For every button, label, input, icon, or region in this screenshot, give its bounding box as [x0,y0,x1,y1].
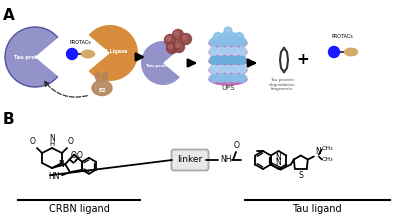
Text: N: N [276,153,282,162]
Text: H: H [49,141,55,147]
Text: CH₃: CH₃ [322,157,334,162]
Circle shape [168,44,172,48]
Circle shape [217,38,225,46]
Circle shape [164,35,176,46]
Ellipse shape [209,37,247,49]
Text: PROTACs: PROTACs [331,34,353,39]
Text: O: O [68,137,74,146]
Circle shape [224,74,232,82]
Text: O: O [234,141,240,150]
Circle shape [231,65,239,73]
Circle shape [234,32,244,41]
Text: N: N [58,160,64,169]
Wedge shape [141,41,180,85]
Circle shape [238,47,246,55]
Text: NH: NH [220,155,232,164]
Text: CH₃: CH₃ [322,146,334,151]
Circle shape [231,74,239,82]
Ellipse shape [92,81,112,95]
Ellipse shape [96,72,100,81]
Circle shape [182,35,186,39]
Wedge shape [88,25,138,81]
Text: B: B [3,112,15,127]
Circle shape [231,47,239,55]
Circle shape [220,32,230,41]
Circle shape [210,56,218,64]
Text: E2: E2 [98,88,106,92]
Circle shape [238,74,246,82]
Ellipse shape [209,64,247,76]
Ellipse shape [209,55,247,67]
Circle shape [224,27,232,35]
Circle shape [176,44,180,48]
Ellipse shape [209,46,247,58]
Circle shape [174,41,184,53]
Circle shape [174,32,178,35]
Text: A: A [3,8,15,23]
Circle shape [224,38,232,46]
Ellipse shape [209,73,247,85]
Text: Tau protein
degradation
fragments: Tau protein degradation fragments [269,78,295,91]
Circle shape [231,56,239,64]
Circle shape [238,56,246,64]
Circle shape [238,65,246,73]
Text: O: O [30,137,36,146]
Circle shape [180,34,192,44]
Circle shape [214,32,222,41]
Circle shape [210,74,218,82]
Text: HN: HN [48,172,60,181]
Text: PROTACs: PROTACs [69,40,91,45]
Ellipse shape [344,48,358,56]
Circle shape [328,46,340,58]
Circle shape [224,47,232,55]
Circle shape [66,48,78,60]
Text: CRBN ligand: CRBN ligand [48,204,110,214]
Circle shape [166,42,178,53]
Circle shape [217,65,225,73]
Text: N: N [276,158,282,167]
Circle shape [228,32,236,41]
Ellipse shape [102,72,108,80]
Circle shape [210,38,218,46]
Text: linker: linker [177,155,203,164]
Circle shape [217,47,225,55]
Circle shape [217,56,225,64]
Text: E3 Ligase: E3 Ligase [101,48,127,53]
Text: +: + [297,53,309,67]
Text: Tau ligand: Tau ligand [292,204,342,214]
Circle shape [224,56,232,64]
Text: UPS: UPS [221,85,235,91]
Text: N: N [49,134,55,143]
Wedge shape [5,27,58,87]
Circle shape [210,47,218,55]
Circle shape [166,37,170,41]
Circle shape [210,65,218,73]
Text: O: O [70,151,76,160]
Circle shape [238,38,246,46]
Circle shape [172,30,184,41]
Ellipse shape [82,50,94,58]
Circle shape [224,65,232,73]
Text: O: O [77,151,82,160]
Text: Tau protein: Tau protein [146,64,172,68]
Text: Tau protein: Tau protein [14,55,46,60]
Text: N: N [315,147,320,155]
Circle shape [217,74,225,82]
Text: S: S [298,171,303,180]
FancyBboxPatch shape [172,150,208,171]
Circle shape [231,38,239,46]
